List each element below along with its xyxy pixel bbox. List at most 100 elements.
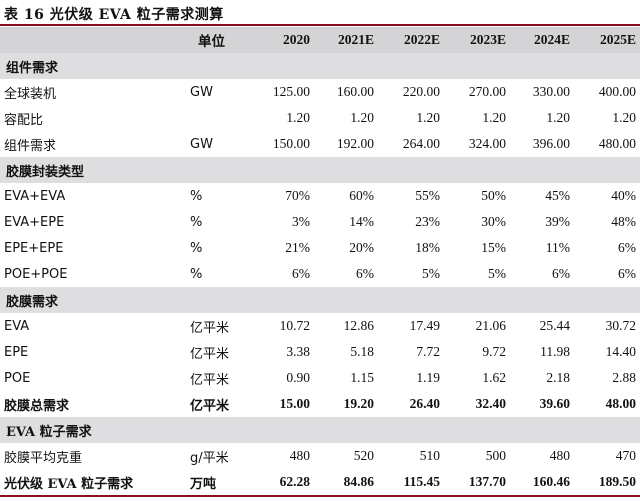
cell-value: 510 (419, 448, 440, 463)
cell-value: 6% (552, 266, 570, 281)
cell-value: 7.72 (416, 344, 440, 359)
cell-value: 125.00 (272, 84, 310, 99)
cell-value: 396.00 (532, 136, 570, 151)
cell-value: 2.18 (546, 370, 570, 385)
header-label (0, 27, 186, 53)
row-label: POE (4, 370, 31, 386)
cell-value: 48.00 (605, 396, 636, 411)
cell-value: 5.18 (350, 344, 374, 359)
header-year: 2024E (510, 27, 574, 53)
row-unit: 亿平米 (190, 372, 230, 388)
cell-value: 55% (415, 188, 440, 203)
cell-value: 30.72 (605, 318, 636, 333)
cell-value: 2.88 (612, 370, 636, 385)
cell-value: 400.00 (598, 84, 636, 99)
row-unit: % (190, 240, 203, 256)
cell-value: 11.98 (540, 344, 570, 359)
cell-value: 11% (545, 240, 570, 255)
section-title: 组件需求 (0, 53, 640, 79)
cell-value: 1.20 (546, 110, 570, 125)
cell-value: 189.50 (574, 469, 640, 497)
row-label: EPE (4, 344, 29, 360)
cell-value: 62.28 (250, 469, 314, 497)
header-year: 2023E (444, 27, 510, 53)
cell-value: 1.20 (416, 110, 440, 125)
cell-value: 50% (481, 188, 506, 203)
section-row: EVA 粒子需求 (0, 417, 640, 443)
section-row: 组件需求 (0, 53, 640, 79)
cell-value: 160.00 (336, 84, 374, 99)
cell-value: 9.72 (482, 344, 506, 359)
cell-value: 1.20 (350, 110, 374, 125)
cell-value: 520 (353, 448, 374, 463)
cell-value: 25.44 (539, 318, 570, 333)
section-row: 胶膜封装类型 (0, 157, 640, 183)
cell-value: 10.72 (279, 318, 310, 333)
row-label: EPE+EPE (4, 240, 64, 256)
cell-value: 19.20 (343, 396, 374, 411)
cell-value: 23% (415, 214, 440, 229)
header-year: 2025E (574, 27, 640, 53)
cell-value: 1.62 (482, 370, 506, 385)
table-row: EVA+EVA% 70% 60% 55% 50% 45% 40% (0, 183, 640, 209)
cell-value: 45% (545, 188, 570, 203)
section-title: EVA 粒子需求 (0, 417, 640, 443)
row-label: 胶膜总需求 (4, 398, 70, 414)
cell-value: 20% (349, 240, 374, 255)
cell-value: 60% (349, 188, 374, 203)
cell-value: 40% (611, 188, 636, 203)
cell-value: 12.86 (343, 318, 374, 333)
cell-value: 1.20 (286, 110, 310, 125)
cell-value: 150.00 (272, 136, 310, 151)
row-label: EVA+EPE (4, 214, 65, 230)
cell-value: 14% (349, 214, 374, 229)
cell-value: 0.90 (286, 370, 310, 385)
header-year: 2021E (314, 27, 378, 53)
cell-value: 3.38 (286, 344, 310, 359)
row-label: 组件需求 (4, 138, 57, 154)
cell-value: 160.46 (510, 469, 574, 497)
section-row: 胶膜需求 (0, 287, 640, 313)
row-unit: 亿平米 (190, 320, 230, 336)
cell-value: 15.00 (279, 396, 310, 411)
cell-value: 21.06 (475, 318, 506, 333)
row-unit: 亿平米 (190, 398, 230, 414)
row-unit: % (190, 214, 203, 230)
row-unit (186, 105, 250, 131)
cell-value: 480 (289, 448, 310, 463)
cell-value: 17.49 (409, 318, 440, 333)
header-unit: 单位 (186, 27, 250, 53)
cell-value: 324.00 (468, 136, 506, 151)
cell-value: 18% (415, 240, 440, 255)
row-unit: GW (190, 84, 213, 100)
table-row: EVA+EPE% 3% 14% 23% 30% 39% 48% (0, 209, 640, 235)
cell-value: 264.00 (402, 136, 440, 151)
cell-value: 15% (481, 240, 506, 255)
cell-value: 1.20 (482, 110, 506, 125)
cell-value: 6% (618, 266, 636, 281)
row-unit: GW (190, 136, 213, 152)
cell-value: 5% (422, 266, 440, 281)
cell-value: 470 (615, 448, 636, 463)
cell-value: 115.45 (378, 469, 444, 497)
row-label: POE+POE (4, 266, 68, 282)
cell-value: 48% (611, 214, 636, 229)
cell-value: 480.00 (598, 136, 636, 151)
table-row: EPE 亿平米 3.38 5.18 7.72 9.72 11.98 14.40 (0, 339, 640, 365)
table-title: 表 16 光伏级 EVA 粒子需求测算 (4, 7, 224, 23)
header-year: 2020 (250, 27, 314, 53)
cell-value: 21% (285, 240, 310, 255)
table-row: POE+POE% 6% 6% 5% 5% 6% 6% (0, 261, 640, 287)
table-row: EPE+EPE% 21% 20% 18% 15% 11% 6% (0, 235, 640, 261)
cell-value: 84.86 (314, 469, 378, 497)
table-row: 容配比 1.20 1.20 1.20 1.20 1.20 1.20 (0, 105, 640, 131)
row-label: EVA+EVA (4, 188, 66, 204)
row-unit: g/平米 (190, 450, 229, 466)
cell-value: 192.00 (336, 136, 374, 151)
cell-value: 32.40 (475, 396, 506, 411)
cell-value: 500 (485, 448, 506, 463)
table-row: 胶膜总需求 亿平米 15.00 19.20 26.40 32.40 39.60 48.00 (0, 391, 640, 417)
cell-value: 6% (292, 266, 310, 281)
cell-value: 39% (545, 214, 570, 229)
cell-value: 137.70 (444, 469, 510, 497)
